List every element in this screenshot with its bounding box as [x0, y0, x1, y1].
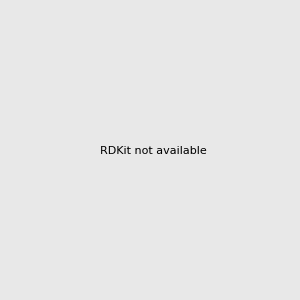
Text: RDKit not available: RDKit not available — [100, 146, 207, 157]
